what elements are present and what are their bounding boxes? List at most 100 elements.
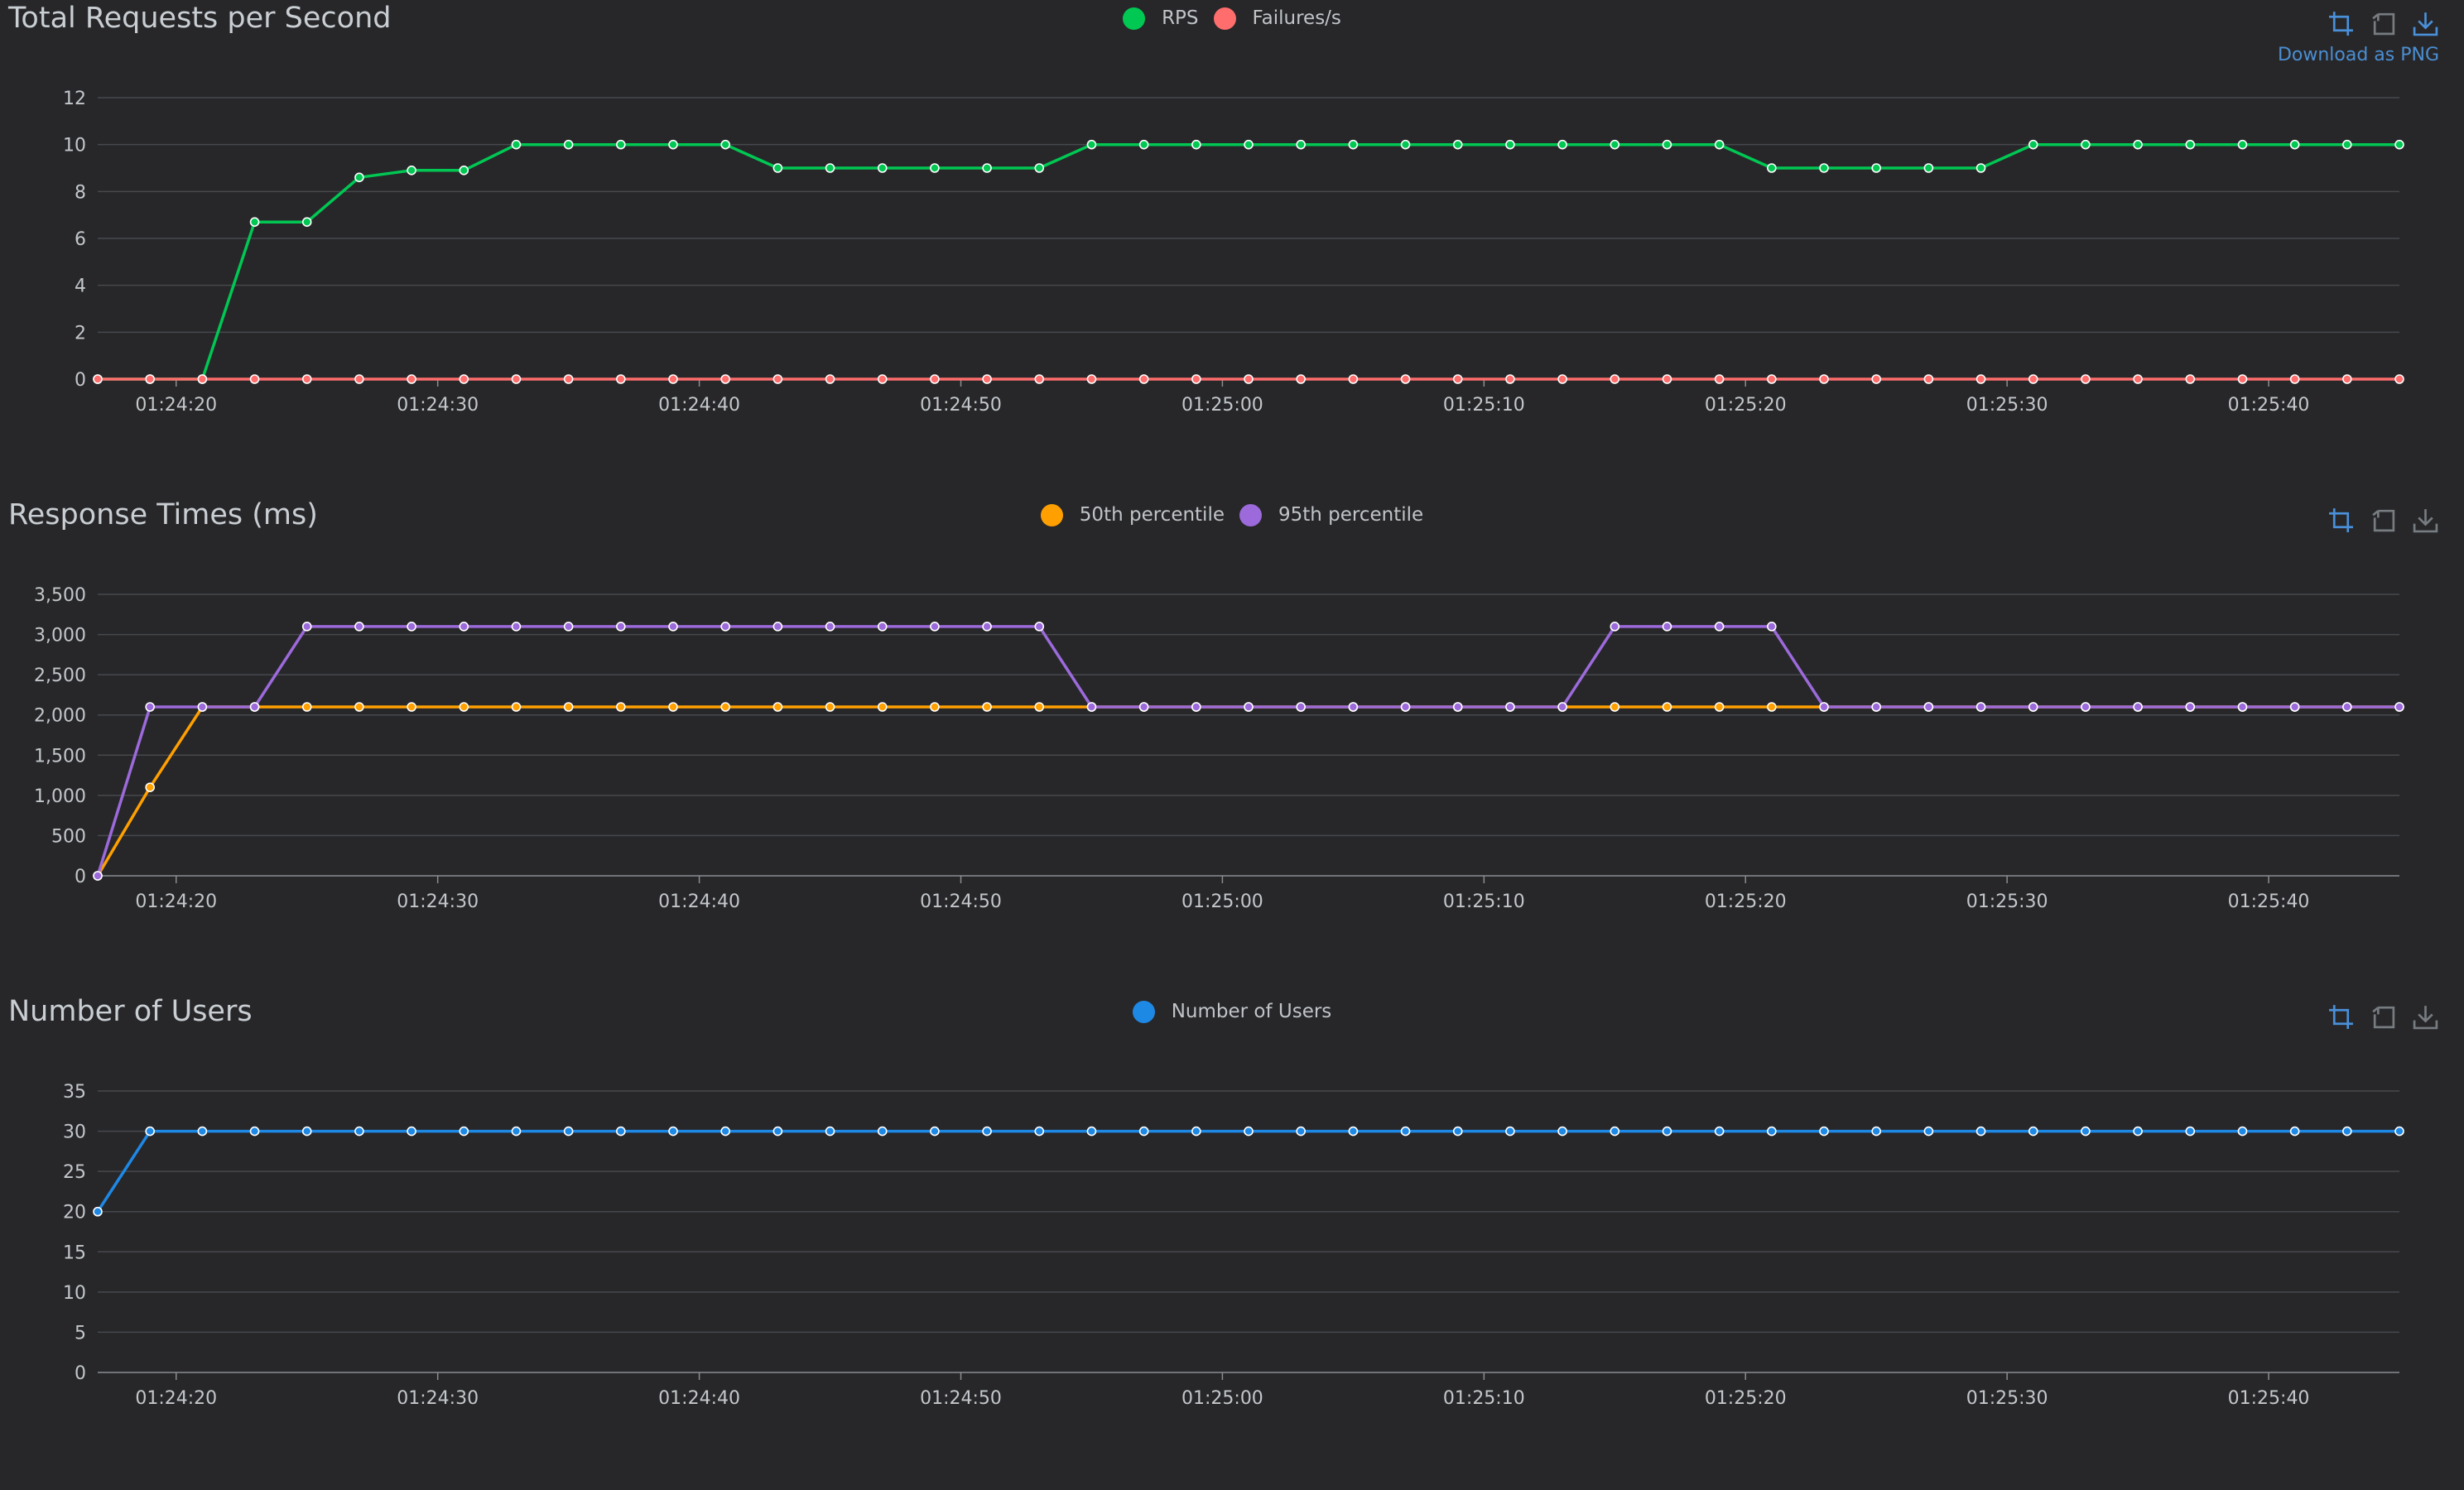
data-point (2185, 374, 2196, 384)
data-point (668, 702, 678, 712)
data-point (1714, 374, 1725, 384)
x-tick-label: 01:24:20 (135, 1388, 217, 1409)
y-tick-label: 25 (63, 1162, 86, 1183)
y-tick-label: 10 (63, 1283, 86, 1304)
legend-item-failures[interactable]: Failures/s (1213, 3, 1341, 33)
data-point (407, 374, 416, 384)
data-point (720, 1126, 730, 1137)
crop-zoom-icon (2329, 508, 2353, 532)
data-point (2185, 1126, 2196, 1137)
data-point (2394, 702, 2404, 712)
data-point (2237, 374, 2248, 384)
zoom-area-button[interactable] (2327, 10, 2355, 37)
data-point (825, 163, 835, 173)
data-point (2342, 139, 2352, 150)
data-point (982, 702, 992, 712)
data-point (720, 139, 730, 150)
data-point (1400, 702, 1411, 712)
data-point (1976, 374, 1986, 384)
data-point (2133, 702, 2143, 712)
data-point (930, 163, 940, 173)
undo-zoom-icon (2372, 12, 2395, 36)
zoom-area-button[interactable] (2327, 1003, 2355, 1031)
legend-item-95th-percentile[interactable]: 95th percentile (1239, 500, 1423, 530)
data-point (1871, 163, 1881, 173)
series-line-1 (96, 625, 2399, 877)
x-tick-label: 01:25:10 (1443, 892, 1525, 912)
data-point (1452, 702, 1463, 712)
legend-item-number-of-users[interactable]: Number of Users (1132, 997, 1332, 1026)
data-point (616, 1126, 626, 1137)
chart-toolbox (2327, 10, 2439, 37)
legend-item-rps[interactable]: RPS (1123, 3, 1199, 33)
zoom-reset-button[interactable] (2370, 10, 2397, 37)
data-point (459, 374, 469, 384)
data-point (2081, 374, 2091, 384)
data-point (1714, 1126, 1725, 1137)
y-tick-label: 0 (75, 1363, 86, 1384)
data-point (616, 622, 626, 632)
data-point (2289, 139, 2300, 150)
x-tick-label: 01:25:00 (1181, 1388, 1263, 1409)
data-point (2028, 139, 2038, 150)
data-point (616, 374, 626, 384)
y-tick-label: 0 (75, 370, 86, 391)
zoom-reset-button[interactable] (2370, 1003, 2397, 1031)
x-tick-label: 01:24:50 (920, 1388, 1002, 1409)
data-point (459, 166, 469, 175)
data-point (1819, 702, 1829, 712)
legend-label: 50th percentile (1079, 504, 1225, 526)
data-point (930, 1126, 940, 1137)
series-line-0 (96, 705, 2399, 877)
x-tick-label: 01:24:50 (920, 395, 1002, 416)
zoom-area-button[interactable] (2327, 507, 2355, 534)
data-point (1714, 622, 1725, 632)
download-button[interactable] (2412, 507, 2439, 534)
download-button[interactable] (2412, 1003, 2439, 1031)
download-button[interactable] (2412, 10, 2439, 37)
data-point (930, 622, 940, 632)
legend-label: Number of Users (1171, 1001, 1332, 1022)
legend-dot-icon (1123, 7, 1146, 30)
data-point (1400, 1126, 1411, 1137)
data-point (982, 374, 992, 384)
data-point (772, 163, 783, 173)
data-point (1452, 139, 1463, 150)
data-point (511, 1126, 522, 1137)
zoom-reset-button[interactable] (2370, 507, 2397, 534)
data-point (2028, 374, 2038, 384)
data-point (2394, 1126, 2404, 1137)
y-tick-label: 3,000 (34, 626, 86, 646)
x-tick-label: 01:24:30 (397, 1388, 479, 1409)
data-point (301, 702, 312, 712)
y-tick-label: 30 (63, 1122, 86, 1143)
x-tick-label: 01:25:30 (1966, 395, 2048, 416)
data-point (1348, 139, 1359, 150)
chart-title: Response Times (ms) (8, 498, 318, 531)
data-point (354, 172, 364, 183)
y-tick-label: 2 (75, 323, 86, 344)
y-tick-label: 1,000 (34, 786, 86, 807)
data-point (1086, 1126, 1097, 1137)
data-point (1138, 1126, 1149, 1137)
data-point (2081, 139, 2091, 150)
data-point (720, 374, 730, 384)
data-point (197, 374, 208, 384)
data-point (2342, 702, 2352, 712)
data-point (1505, 1126, 1515, 1137)
x-tick-label: 01:24:30 (397, 892, 479, 912)
data-point (668, 139, 678, 150)
y-tick-label: 2,000 (34, 706, 86, 727)
data-point (877, 702, 888, 712)
data-point (407, 166, 416, 175)
data-point (2133, 139, 2143, 150)
data-point (1400, 139, 1411, 150)
x-tick-label: 01:24:50 (920, 892, 1002, 912)
data-point (2081, 1126, 2091, 1137)
legend-item-50th-percentile[interactable]: 50th percentile (1040, 500, 1225, 530)
data-point (563, 702, 574, 712)
data-point (1610, 1126, 1620, 1137)
data-point (772, 1126, 783, 1137)
x-tick-label: 01:24:30 (397, 395, 479, 416)
